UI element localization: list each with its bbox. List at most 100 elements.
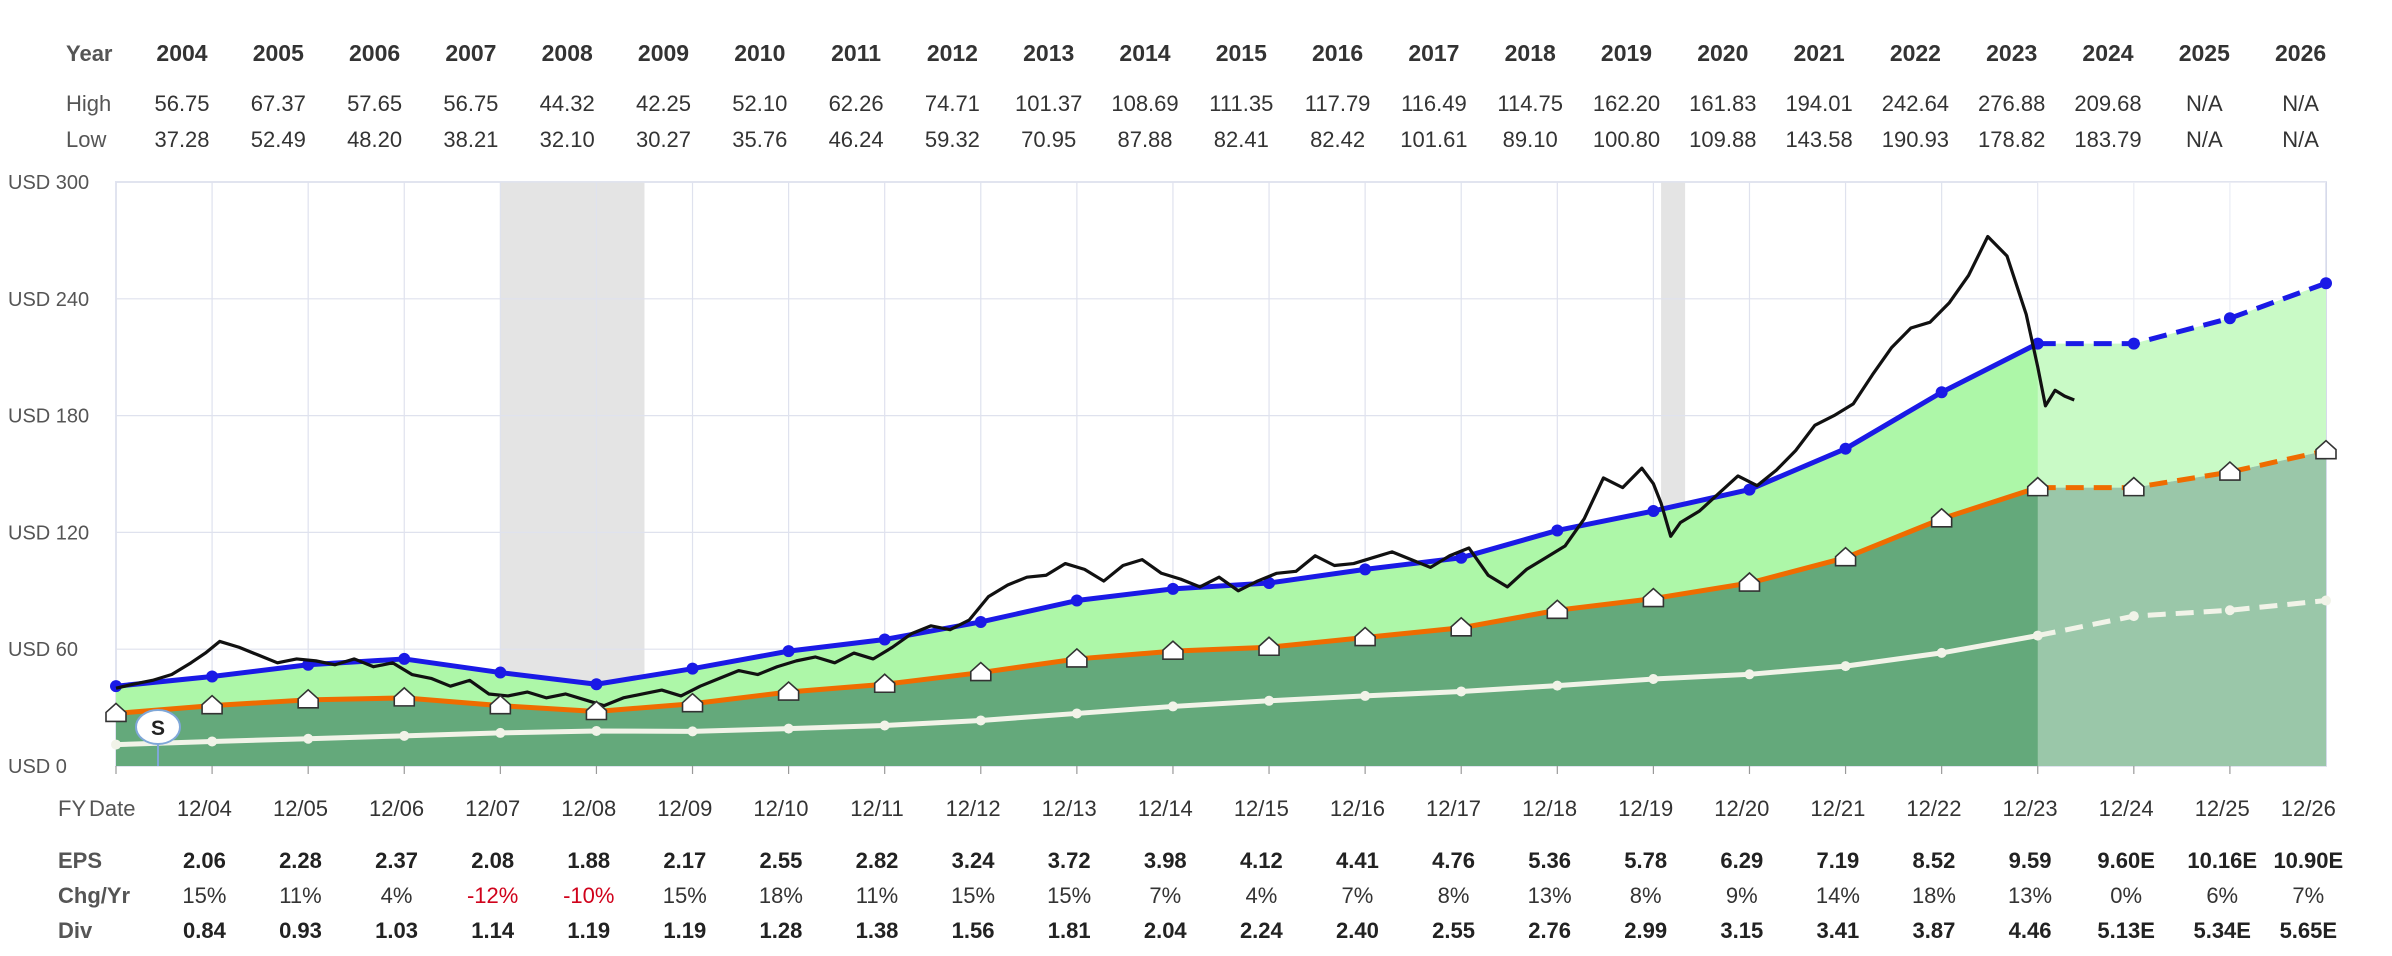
eps-value: 2.37 <box>375 848 418 873</box>
eps-value: 2.06 <box>183 848 226 873</box>
dividend-point <box>591 725 602 736</box>
chg-value: -10% <box>563 883 614 908</box>
low-value: 143.58 <box>1785 127 1852 152</box>
div-value: 1.19 <box>567 918 610 943</box>
year-header: 2025 <box>2179 40 2230 66</box>
high-value: 52.10 <box>732 91 787 116</box>
high-value: 108.69 <box>1111 91 1178 116</box>
dividend-point <box>1264 695 1275 706</box>
earnings-marker <box>1546 599 1569 620</box>
date-label-cell: 12/04 <box>177 796 232 821</box>
high-value: 276.88 <box>1978 91 2045 116</box>
low-value: 178.82 <box>1978 127 2045 152</box>
year-header: 2008 <box>542 40 593 66</box>
normal-pe-point <box>1166 582 1179 595</box>
normal-pe-point <box>1359 563 1372 576</box>
chg-value: 11% <box>856 883 898 908</box>
eps-value: 2.55 <box>760 848 803 873</box>
low-value: 70.95 <box>1021 127 1076 152</box>
eps-value: 4.41 <box>1336 848 1379 873</box>
earnings-marker <box>1834 546 1857 567</box>
normal-pe-point <box>398 652 411 665</box>
earnings-marker <box>1450 616 1473 637</box>
high-value: 42.25 <box>636 91 691 116</box>
eps-value: 2.08 <box>471 848 514 873</box>
dividend-point <box>1552 680 1563 691</box>
earnings-marker <box>489 694 512 715</box>
date-label-cell: 12/06 <box>369 796 424 821</box>
recession-band <box>500 182 645 766</box>
div-value: 1.19 <box>663 918 706 943</box>
normal-pe-point <box>782 645 795 658</box>
dividend-point <box>111 739 121 750</box>
chg-value: 9% <box>1726 883 1758 908</box>
high-value: 67.37 <box>251 91 306 116</box>
high-value: 74.71 <box>925 91 980 116</box>
div-value: 2.24 <box>1240 918 1284 943</box>
div-value: 1.56 <box>952 918 995 943</box>
dividend-point <box>495 727 506 738</box>
dividend-point <box>879 720 890 731</box>
normal-pe-point <box>1551 524 1564 537</box>
year-header: 2013 <box>1023 40 1074 66</box>
high-value: 111.35 <box>1209 91 1273 116</box>
chg-value: 0% <box>2110 883 2142 908</box>
earnings-marker <box>2123 476 2145 497</box>
earnings-marker <box>2315 439 2337 460</box>
dividend-point <box>2032 630 2043 641</box>
low-value: 82.41 <box>1214 127 1269 152</box>
div-value: 1.03 <box>375 918 418 943</box>
dividend-point <box>687 726 698 737</box>
chg-value: 13% <box>1528 883 1572 908</box>
year-header: 2020 <box>1697 40 1748 66</box>
year-header: 2024 <box>2082 40 2133 66</box>
normal-pe-point <box>2127 337 2140 350</box>
low-value: 190.93 <box>1882 127 1949 152</box>
dividend-point <box>975 715 986 726</box>
div-value: 4.46 <box>2009 918 2052 943</box>
high-value: 161.83 <box>1689 91 1756 116</box>
low-value: 32.10 <box>540 127 595 152</box>
year-header: 2010 <box>734 40 785 66</box>
eps-value: 10.90E <box>2273 848 2343 873</box>
eps-value: 5.36 <box>1528 848 1571 873</box>
low-value: 35.76 <box>732 127 787 152</box>
earnings-marker <box>1354 626 1376 647</box>
eps-value: 9.60E <box>2097 848 2155 873</box>
earnings-marker <box>969 661 992 682</box>
date-label-cell: 12/14 <box>1138 796 1193 821</box>
chg-value: 4% <box>1245 883 1277 908</box>
low-value: 89.10 <box>1503 127 1558 152</box>
chg-value: 13% <box>2008 883 2052 908</box>
normal-pe-point <box>1070 594 1083 607</box>
div-value: 1.14 <box>471 918 515 943</box>
chg-value: 11% <box>279 883 321 908</box>
normal-pe-point <box>974 615 987 628</box>
year-header: 2015 <box>1216 40 1267 66</box>
dividend-point <box>1071 708 1082 719</box>
dividend-point <box>1744 669 1755 680</box>
div-value: 0.84 <box>183 918 227 943</box>
div-value: 1.28 <box>760 918 803 943</box>
y-tick-label: USD 120 <box>8 522 89 544</box>
eps-value: 4.12 <box>1240 848 1283 873</box>
date-label-cell: 12/11 <box>850 796 903 821</box>
eps-value: 1.88 <box>567 848 610 873</box>
chg-value: 15% <box>951 883 995 908</box>
low-value: 59.32 <box>925 127 980 152</box>
eps-dividend-table: FY Date EPS Chg/Yr Div 12/04 2.06 15% 0.84 12/05 2… <box>58 796 2343 943</box>
low-value: 52.49 <box>251 127 306 152</box>
div-value: 3.41 <box>1816 918 1859 943</box>
date-label: Date <box>89 796 135 821</box>
earnings-marker <box>2219 460 2241 481</box>
chg-value: 15% <box>1047 883 1091 908</box>
date-label-cell: 12/21 <box>1810 796 1865 821</box>
normal-pe-point <box>686 662 699 675</box>
div-value: 5.65E <box>2280 918 2338 943</box>
high-value: 162.20 <box>1593 91 1660 116</box>
normal-pe-point <box>590 678 603 691</box>
normal-pe-point <box>878 633 891 646</box>
high-value: 56.75 <box>443 91 498 116</box>
date-label-cell: 12/12 <box>946 796 1001 821</box>
high-value: 194.01 <box>1785 91 1852 116</box>
